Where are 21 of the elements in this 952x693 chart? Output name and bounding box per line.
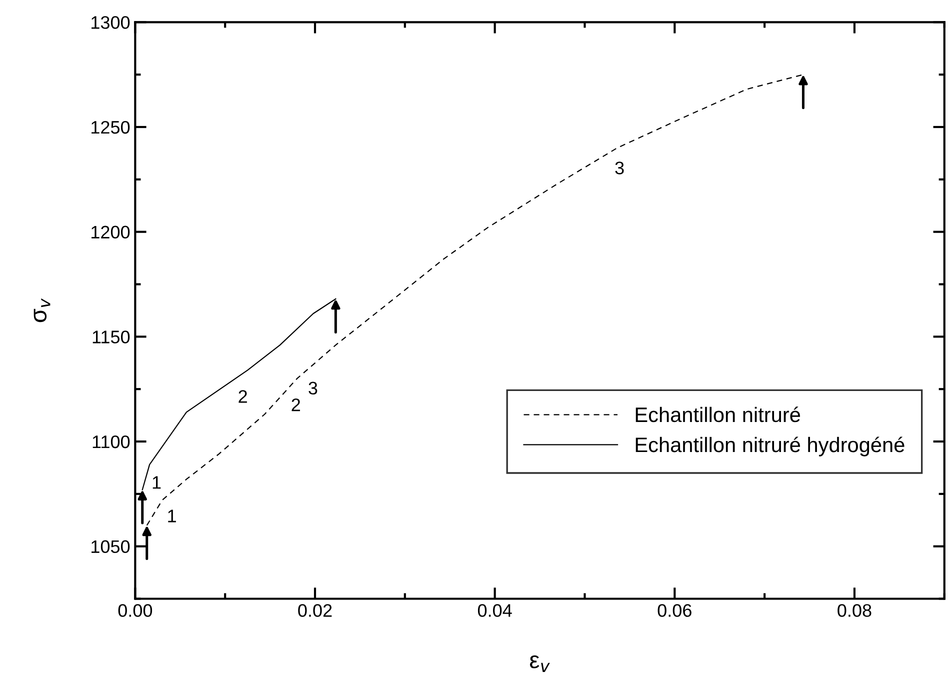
y-tick-label: 1050 — [92, 540, 130, 554]
x-tick-label: 0.08 — [838, 604, 872, 617]
annotation: 2 — [238, 390, 247, 403]
x-tick-label: 0.00 — [118, 604, 152, 617]
y-axis-title: σ$_{v}$ — [34, 298, 50, 322]
annotation: 3 — [308, 382, 318, 395]
x-tick-label: 0.06 — [658, 604, 692, 617]
annotation: 1 — [168, 510, 176, 522]
y-tick-label: 1250 — [92, 120, 130, 134]
x-tick-label: 0.02 — [298, 604, 332, 617]
x-axis-title: ε$_{v}$ — [530, 655, 550, 672]
annotation: 2 — [292, 398, 300, 412]
y-tick-label: 1100 — [92, 435, 130, 448]
annotation: 1 — [152, 476, 161, 489]
annotation: 3 — [615, 162, 624, 174]
y-tick-label: 1150 — [92, 330, 130, 344]
x-tick-label: 0.04 — [478, 604, 512, 617]
y-tick-label: 1300 — [92, 16, 130, 29]
y-tick-label: 1200 — [92, 226, 130, 239]
legend-label: Echantillon nitruré — [636, 406, 800, 422]
legend-label: Echantillon nitruré hydrogéné — [636, 436, 904, 456]
